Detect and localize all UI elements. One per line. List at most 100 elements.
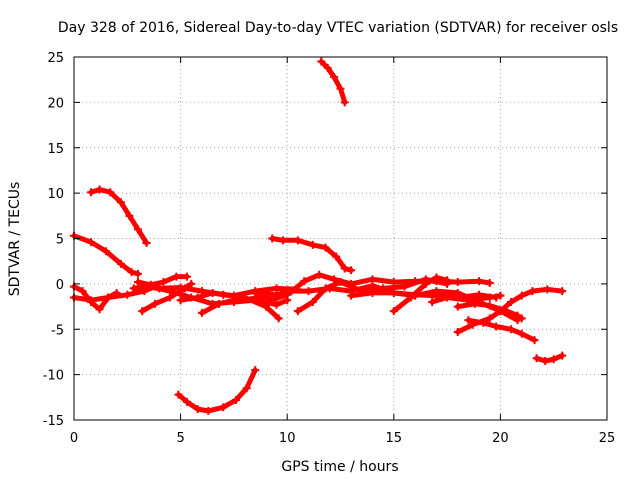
x-tick-label: 0 [70,431,78,446]
data-point [336,278,345,287]
data-point [513,311,522,320]
data-point [530,336,539,345]
data-point [87,296,96,305]
series-arc-18 [389,273,452,316]
y-tick-layer: -15 -10 -5 0 5 10 15 20 25 [43,51,607,429]
y-tick-label: -10 [43,369,64,384]
data-point [443,293,452,302]
data-point [95,185,104,194]
data-point [517,314,526,323]
data-point [133,278,142,287]
data-point [443,276,452,285]
data-point [389,288,398,297]
data-point [340,98,349,107]
data-point [232,396,241,405]
data-point [549,355,558,364]
data-point [453,278,462,287]
x-tick-label: 20 [492,431,509,446]
data-point [187,279,196,288]
data-point [428,298,437,307]
chart-title: Day 328 of 2016, Sidereal Day-to-day VTE… [58,20,618,36]
data-point [558,351,567,360]
y-tick-label: -5 [51,323,64,338]
data-point [421,279,430,288]
y-tick-label: 25 [47,51,64,66]
data-point [517,329,526,338]
data-point [453,288,462,297]
data-point [229,296,238,305]
y-tick-label: 5 [56,233,64,248]
data-point [129,284,138,293]
data-point [317,57,326,66]
data-point [172,272,181,281]
data-point [106,188,115,197]
data-point [151,299,160,308]
data-point [159,278,168,287]
data-point [475,277,484,286]
data-point [268,234,277,243]
data-point [517,291,526,300]
data-point [315,270,324,279]
x-tick-layer: 0 5 10 15 20 25 [70,57,615,446]
data-point [176,296,185,305]
data-point [389,307,398,316]
data-point [558,287,567,296]
data-point [87,238,96,247]
x-axis-label: GPS time / hours [281,459,398,475]
data-point [432,287,441,296]
data-point [208,288,217,297]
series-arc-19 [428,291,505,307]
data-point [470,299,479,308]
data-point [479,318,488,327]
data-point [193,293,202,302]
data-point [78,287,87,296]
data-point [87,188,96,197]
data-point [274,314,283,323]
series-arc-1 [70,231,142,278]
data-point [336,84,345,93]
data-point [133,225,142,234]
x-tick-label: 10 [279,431,296,446]
y-axis-label: SDTVAR / TECUs [7,182,23,297]
series-arc-5 [174,366,260,415]
x-tick-label: 15 [386,431,403,446]
data-point [308,298,317,307]
series-arc-2 [87,185,151,248]
data-point [193,405,202,414]
data-point [321,284,330,293]
data-point [400,282,409,291]
data-point [496,291,505,300]
series-layer [70,57,567,415]
grid-layer [74,57,607,420]
data-point [308,240,317,249]
data-point [155,284,164,293]
data-point [242,384,251,393]
data-point [182,397,191,406]
data-point [543,285,552,294]
data-point [323,63,332,72]
y-tick-label: 10 [47,187,64,202]
data-point [368,288,377,297]
data-point [321,243,330,252]
data-point [300,277,309,286]
y-tick-label: 20 [47,96,64,111]
data-point [532,354,541,363]
data-point [507,325,516,334]
data-point [485,293,494,302]
series-line [534,353,565,364]
data-point [347,291,356,300]
y-tick-label: 0 [56,278,64,293]
data-point [176,283,185,292]
data-point [368,275,377,284]
data-point [340,264,349,273]
data-point [389,278,398,287]
data-point [182,272,191,281]
series-arc-23 [532,351,567,366]
series-line [176,367,258,414]
series-arc-22 [464,316,539,345]
data-point [406,293,415,302]
data-point [104,293,113,302]
data-point [127,268,136,277]
data-point [133,269,142,278]
